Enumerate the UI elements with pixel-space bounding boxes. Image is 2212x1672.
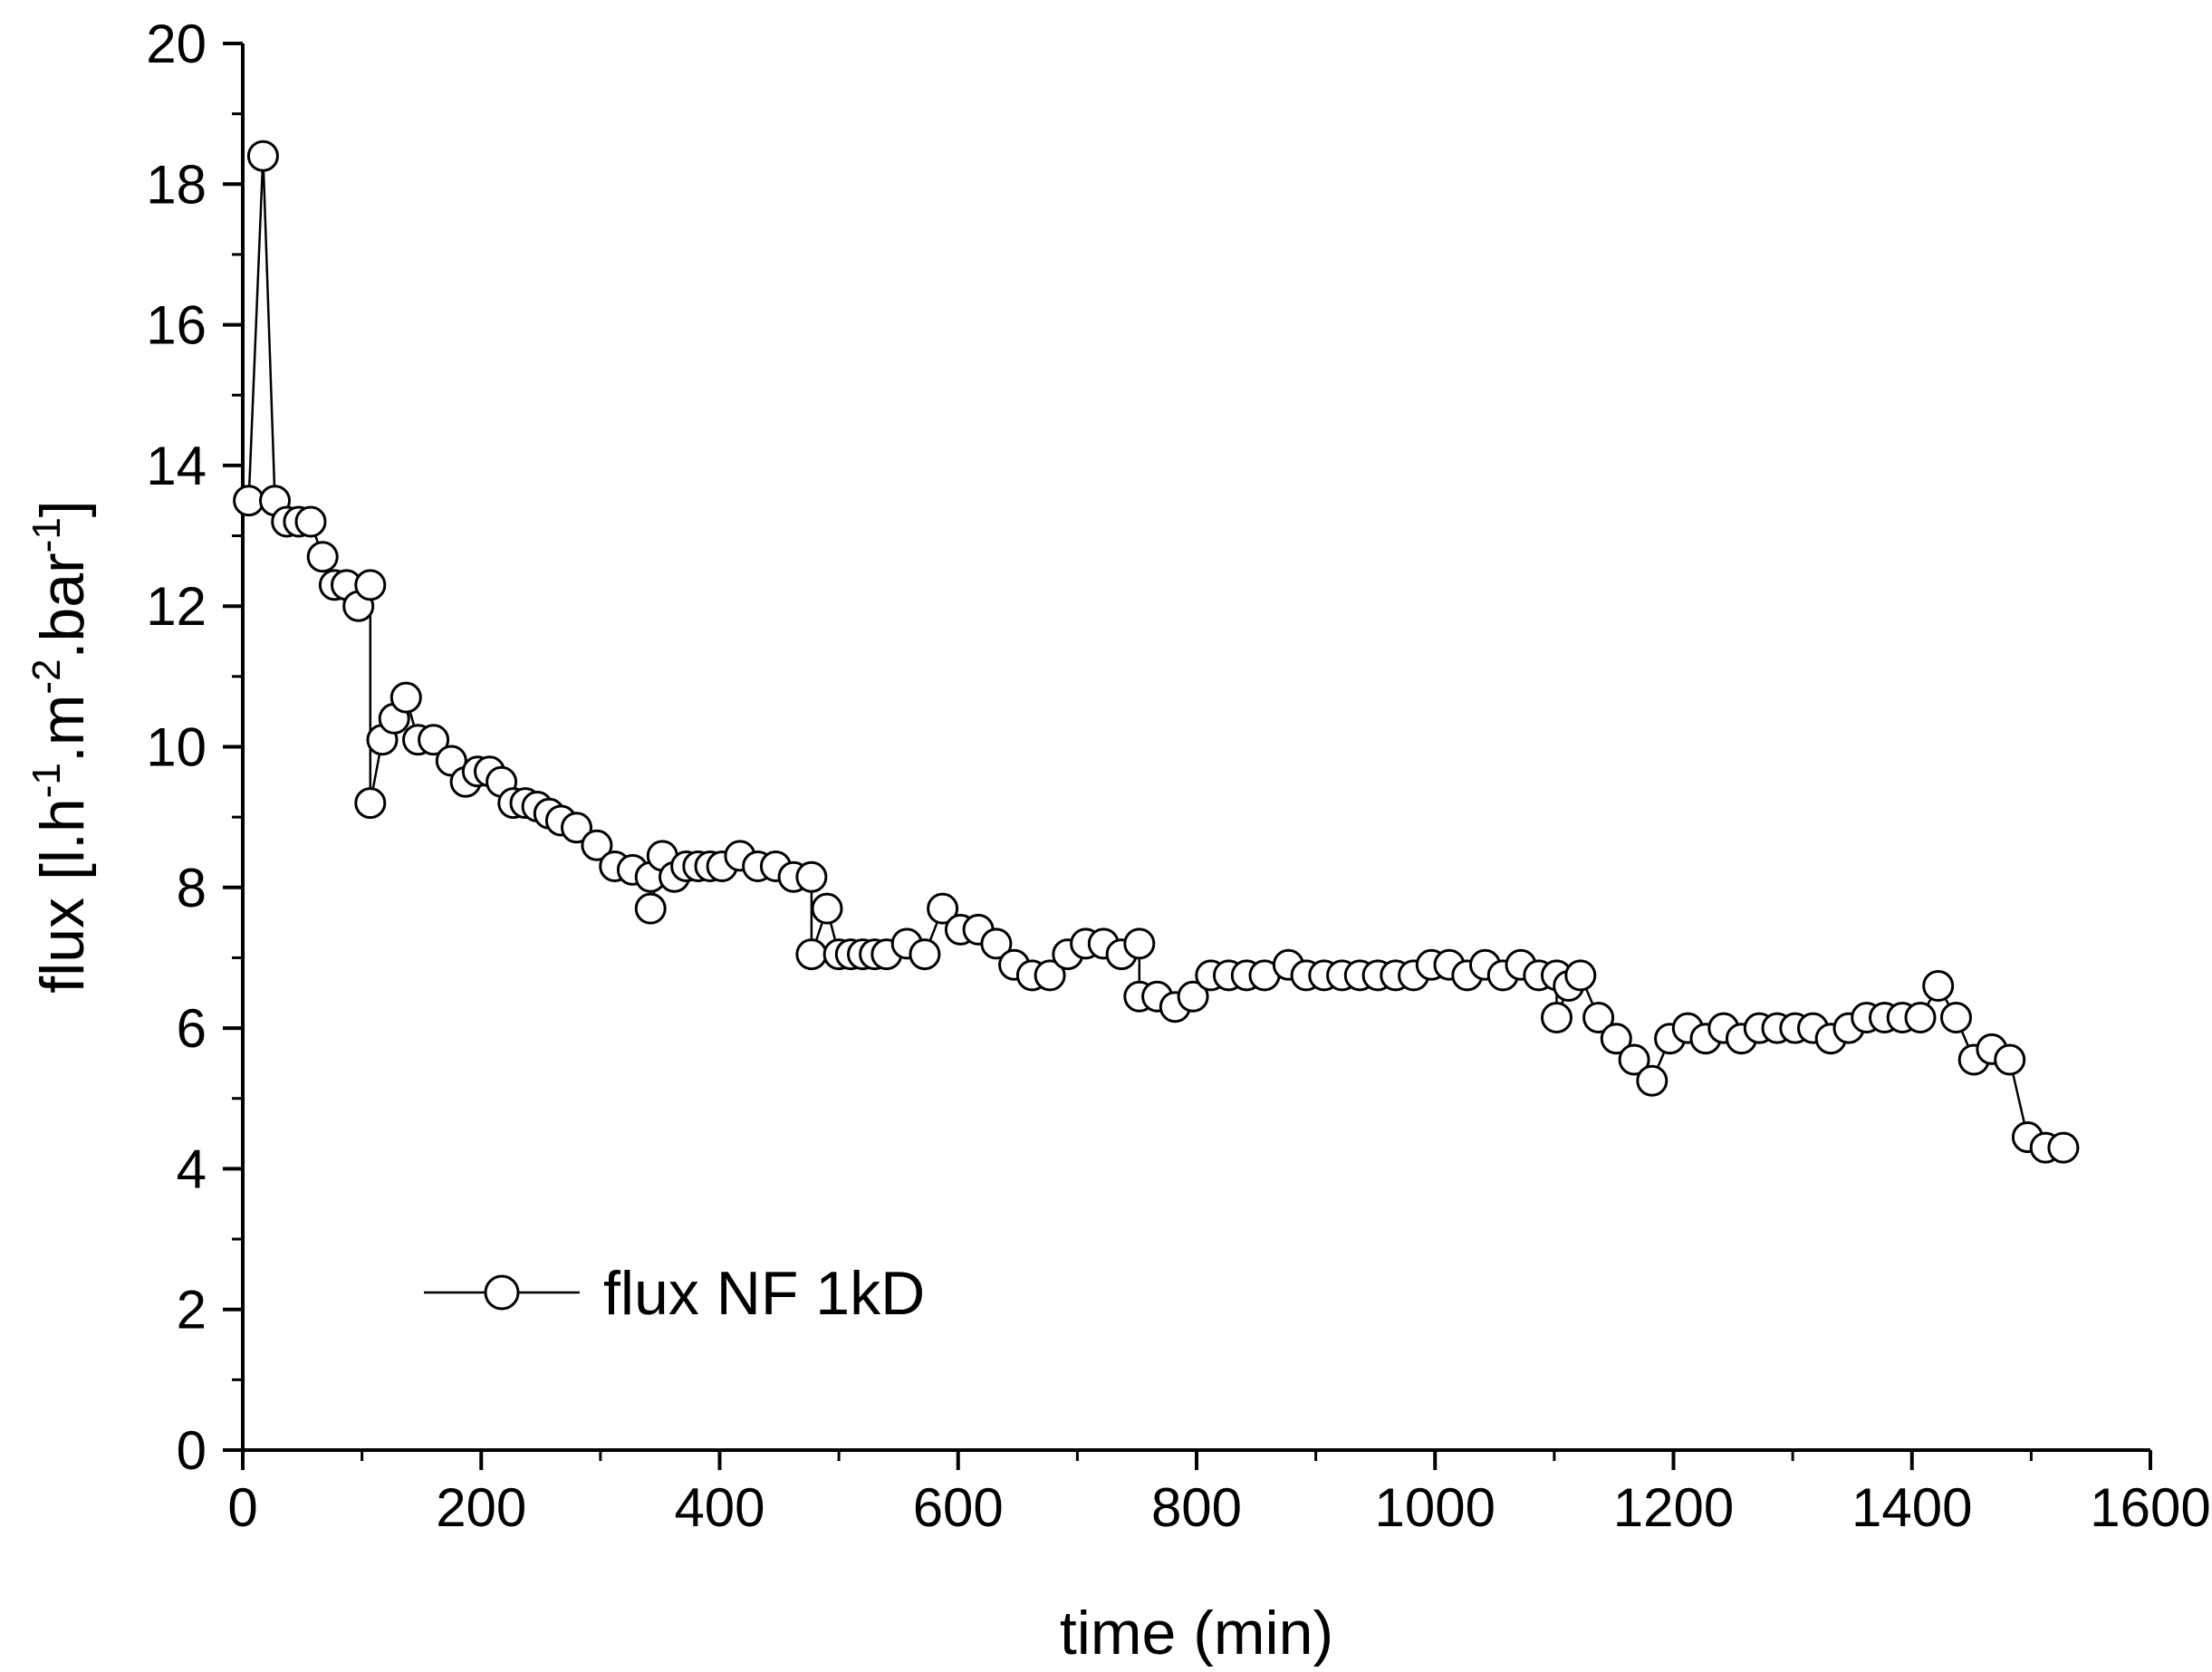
legend-marker-circle [484,1274,520,1311]
y-axis-title-superscript: -2 [24,659,69,695]
data-point [2047,1131,2080,1164]
data-point [246,139,279,172]
data-point [927,892,959,925]
x-axis-title: time (min) [1060,1599,1333,1667]
data-point [1994,1043,2026,1076]
y-axis-title-superscript: -1 [24,763,69,798]
data-point [909,938,941,971]
data-point [1541,1002,1572,1033]
x-tick-label: 800 [1151,1477,1242,1538]
x-tick-label: 1400 [1851,1477,1972,1538]
plot-area: 0 200 400 600 800 1000 1200 1400 1600 0 2 4 6 8 10 12 1… [146,14,2210,1538]
data-point [354,787,387,820]
y-tick-label: 4 [177,1139,207,1199]
data-point [1564,959,1597,992]
y-tick-label: 20 [146,14,207,74]
data-point [1123,927,1156,960]
x-tick-label: 0 [227,1477,257,1538]
y-tick-label: 14 [146,436,207,496]
legend-label: flux NF 1kD [603,1259,925,1328]
y-tick-label: 12 [146,576,207,637]
data-point [1636,1064,1669,1097]
data-point [795,938,828,971]
y-axis-title-part: .m [28,695,97,764]
data-point [390,681,422,714]
data-point [354,569,387,601]
x-tick-label: 1000 [1375,1477,1496,1538]
data-point [1922,970,1955,1002]
y-tick-label: 2 [177,1280,207,1340]
data-point [811,892,843,925]
data-point [1582,1002,1615,1033]
x-tick-label: 200 [436,1477,526,1538]
data-point [294,505,327,538]
data-point [1940,1002,1972,1033]
y-axis-title-part: .bar [28,553,97,658]
legend: flux NF 1kD [424,1259,925,1328]
series-layer [233,139,2080,1164]
data-point [634,892,667,925]
data-point [1034,959,1066,992]
data-point [1904,1002,1937,1033]
data-point [418,724,450,756]
y-tick-label: 0 [177,1420,207,1481]
data-point [1618,1043,1650,1076]
data-point [795,860,828,893]
x-tick-label: 1200 [1613,1477,1734,1538]
y-axis-tick-labels: 0 2 4 6 8 10 12 14 16 18 20 [146,14,207,1481]
y-tick-label: 6 [177,998,207,1059]
y-axis-title-part: ] [28,500,97,517]
y-axis-title-part: flux [l.h [28,798,97,993]
data-point [581,829,613,861]
y-tick-label: 10 [146,717,207,778]
x-tick-label: 1600 [2090,1477,2210,1538]
data-point [233,485,265,517]
data-point [306,541,339,573]
x-tick-label: 600 [913,1477,1004,1538]
data-point [561,812,592,844]
x-axis-ticks [241,1450,2152,1470]
y-axis-title-superscript: -1 [24,517,69,553]
data-point [1177,980,1209,1013]
x-axis-tick-labels: 0 200 400 600 800 1000 1200 1400 1600 [227,1477,2210,1538]
y-tick-label: 16 [146,295,207,356]
y-tick-label: 8 [177,858,207,918]
data-point [1600,1023,1632,1055]
y-tick-label: 18 [146,154,207,215]
y-axis-title: flux [l.h-1.m-2.bar-1] [24,500,97,993]
y-axis-ticks [223,42,243,1452]
data-point [980,927,1013,960]
x-tick-label: 400 [674,1477,765,1538]
